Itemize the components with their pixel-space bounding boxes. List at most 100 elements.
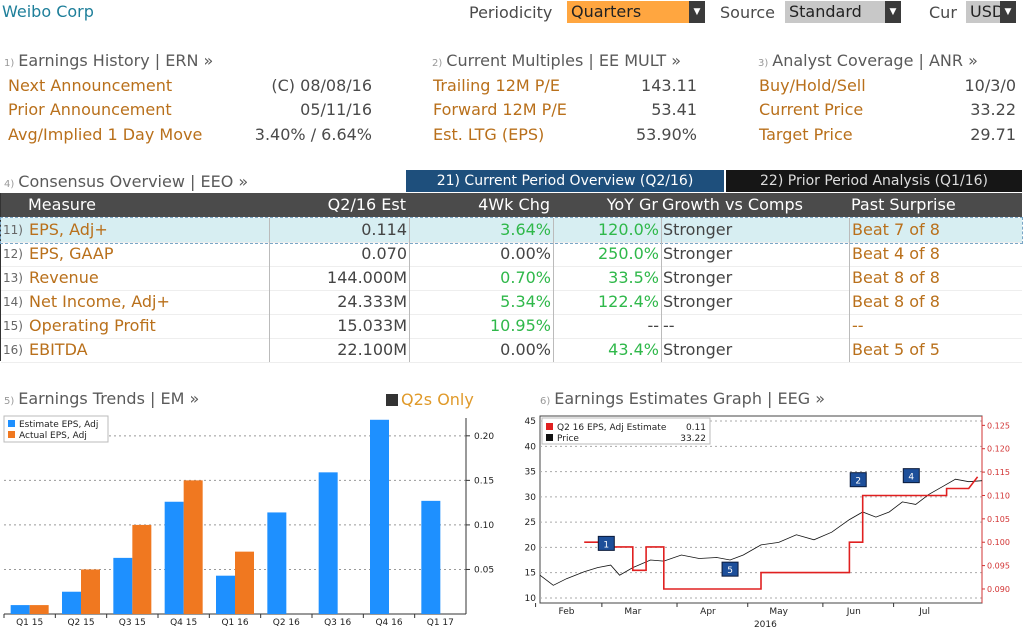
q2s-only-toggle[interactable]: Q2s Only xyxy=(386,390,474,409)
consensus-overview-link[interactable]: 4) Consensus Overview | EEO » xyxy=(4,172,248,191)
estimates-graph-link[interactable]: 6) Earnings Estimates Graph | EEG » xyxy=(540,389,825,408)
left-tick-label: 40 xyxy=(525,442,537,452)
column-divider xyxy=(409,242,410,266)
x-tick-label: Q1 16 xyxy=(221,618,248,628)
x-tick-label: Jul xyxy=(918,607,930,617)
table-row[interactable]: 15) Operating Profit 15.033M 10.95% -- -- -- xyxy=(1,314,1022,339)
left-tick-label: 45 xyxy=(525,417,536,427)
col-surprise: Past Surprise xyxy=(851,195,956,214)
column-divider xyxy=(849,242,850,266)
measure-cell: EBITDA xyxy=(29,340,88,359)
left-tick-label: 35 xyxy=(525,468,536,478)
legend-entry: Estimate EPS, Adj xyxy=(19,420,98,430)
right-tick-label: 0.105 xyxy=(987,515,1010,524)
checkbox-icon xyxy=(386,393,398,406)
currency-value: USD xyxy=(966,1,1004,23)
table-row[interactable]: 16) EBITDA 22.100M 0.00% 43.4% Stronger Beat 5… xyxy=(1,338,1022,363)
event-marker: 5 xyxy=(721,561,739,577)
estimate-bar xyxy=(370,419,389,614)
earnings-trends-chart: 0.05 0.10 0.15 0.20 Q1 15 Q2 15 Q3 15 Q4 15 Q1 1… xyxy=(3,415,494,628)
comps-cell: Stronger xyxy=(663,220,733,239)
column-divider xyxy=(409,338,410,362)
left-tick-label: 25 xyxy=(525,518,536,528)
marker-label: 1 xyxy=(603,540,609,550)
right-tick-label: 0.090 xyxy=(987,585,1010,594)
x-tick-label: Q1 15 xyxy=(16,618,43,628)
est-cell: 144.000M xyxy=(327,268,407,287)
column-divider xyxy=(409,290,410,314)
estimate-bar xyxy=(164,501,184,614)
event-marker: 4 xyxy=(902,468,920,484)
yoy-cell: 120.0% xyxy=(597,220,659,239)
column-divider xyxy=(661,338,662,362)
x-tick-label: Q2 15 xyxy=(67,618,94,628)
surprise-cell: Beat 8 of 8 xyxy=(852,292,940,311)
right-tick-label: 0.110 xyxy=(987,491,1010,500)
legend-entry: Price xyxy=(557,434,579,444)
surprise-cell: Beat 7 of 8 xyxy=(852,220,940,239)
right-tick-label: 0.120 xyxy=(987,445,1010,454)
earnings-history-link[interactable]: 1) Earnings History | ERN » xyxy=(4,51,213,70)
est-ltg-value: 53.90% xyxy=(635,125,697,144)
periodicity-value: Quarters xyxy=(567,1,689,23)
x-tick-label: May xyxy=(769,607,788,617)
column-divider xyxy=(849,266,850,290)
actual-bar xyxy=(235,551,254,614)
table-row[interactable]: 13) Revenue 144.000M 0.70% 33.5% Stronger Beat… xyxy=(1,266,1022,291)
periodicity-dropdown[interactable]: Quarters ▼ xyxy=(567,1,705,23)
surprise-cell: Beat 4 of 8 xyxy=(852,244,940,263)
tab-prior-period[interactable]: 22) Prior Period Analysis (Q1/16) xyxy=(726,170,1022,192)
source-dropdown[interactable]: Standard ▼ xyxy=(785,1,901,23)
left-tick-label: 10 xyxy=(525,594,537,604)
row-number: 11) xyxy=(3,223,23,237)
row-number: 14) xyxy=(3,295,23,309)
estimate-line xyxy=(584,476,979,590)
current-price-value: 33.22 xyxy=(970,100,1016,119)
section-title: Earnings History | ERN » xyxy=(18,51,214,70)
col-est: Q2/16 Est xyxy=(327,195,406,214)
section-number: 1) xyxy=(4,58,15,69)
est-cell: 24.333M xyxy=(337,292,407,311)
next-announcement-label: Next Announcement xyxy=(8,76,173,95)
periodicity-label: Periodicity xyxy=(469,3,553,22)
legend-entry: Q2 16 EPS, Adj Estimate xyxy=(557,423,667,433)
tab-current-period[interactable]: 21) Current Period Overview (Q2/16) xyxy=(406,170,724,192)
chg-cell: 10.95% xyxy=(489,316,551,335)
column-divider xyxy=(269,218,270,242)
actual-bar xyxy=(183,480,203,614)
current-multiples-link[interactable]: 2) Current Multiples | EE MULT » xyxy=(432,51,681,70)
table-row[interactable]: 12) EPS, GAAP 0.070 0.00% 250.0% Stronger Beat… xyxy=(1,242,1022,267)
x-tick-label: Q2 16 xyxy=(273,618,300,628)
chg-cell: 5.34% xyxy=(500,292,551,311)
estimate-bar xyxy=(62,591,81,614)
column-divider xyxy=(553,218,554,242)
marker-label: 2 xyxy=(855,477,861,487)
marker-label: 4 xyxy=(908,473,914,483)
est-cell: 0.114 xyxy=(361,220,407,239)
column-divider xyxy=(269,290,270,314)
prior-announcement-label: Prior Announcement xyxy=(8,100,172,119)
column-divider xyxy=(849,338,850,362)
row-number: 15) xyxy=(3,319,23,333)
table-row[interactable]: 14) Net Income, Adj+ 24.333M 5.34% 122.4% Str… xyxy=(1,290,1022,315)
actual-bar xyxy=(29,605,49,614)
measure-cell: EPS, GAAP xyxy=(29,244,114,263)
chg-cell: 3.64% xyxy=(500,220,551,239)
year-label: 2016 xyxy=(754,620,777,630)
analyst-coverage-link[interactable]: 3) Analyst Coverage | ANR » xyxy=(758,51,978,70)
column-divider xyxy=(409,218,410,242)
column-divider xyxy=(849,314,850,338)
section-number: 4) xyxy=(4,179,15,190)
left-tick-label: 20 xyxy=(525,543,537,553)
estimate-bar xyxy=(318,472,338,614)
earnings-trends-link[interactable]: 5) Earnings Trends | EM » xyxy=(4,389,199,408)
marker-box xyxy=(597,535,615,551)
section-number: 2) xyxy=(432,58,443,69)
estimate-bar xyxy=(10,605,30,614)
row-number: 13) xyxy=(3,271,23,285)
row-number: 16) xyxy=(3,343,23,357)
event-marker: 2 xyxy=(849,472,867,488)
col-yoy: YoY Gr xyxy=(606,195,658,214)
table-row[interactable]: 11) EPS, Adj+ 0.114 3.64% 120.0% Stronger Beat… xyxy=(0,217,1023,244)
currency-dropdown[interactable]: USD ▼ xyxy=(966,1,1016,23)
